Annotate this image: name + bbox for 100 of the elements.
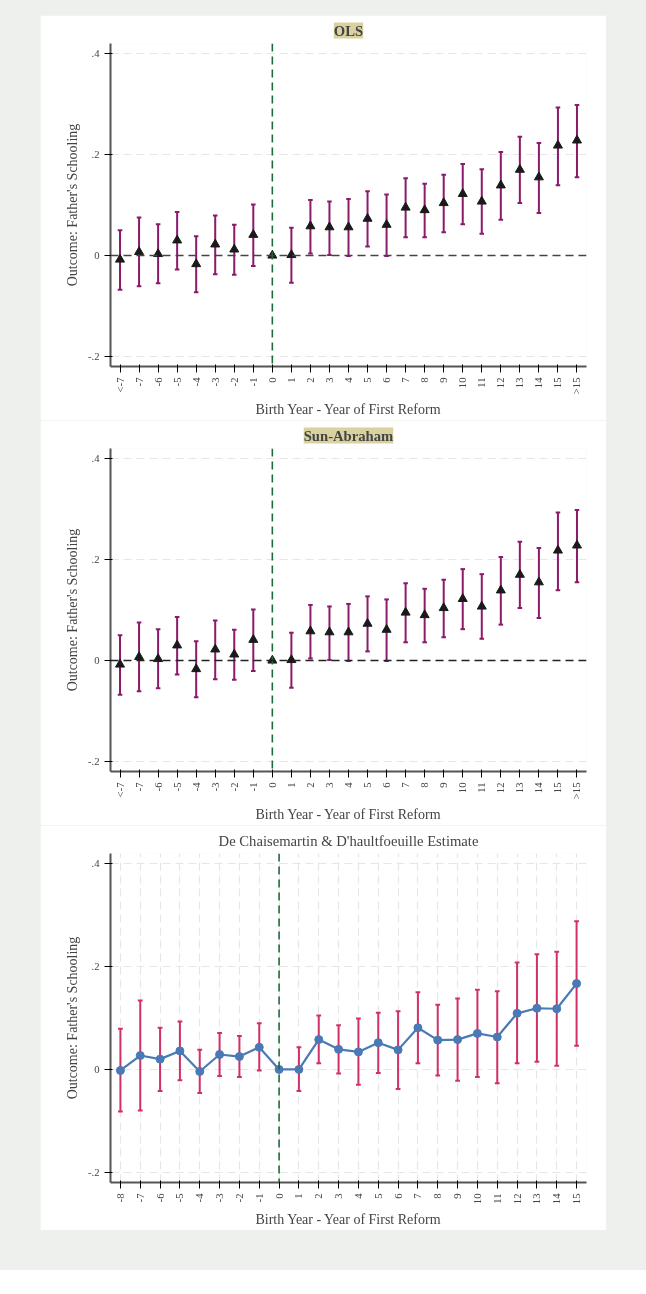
x-tick-label: -2	[228, 377, 240, 387]
point	[172, 639, 183, 649]
point	[229, 243, 240, 253]
point	[533, 171, 544, 181]
x-tick-label: 13	[514, 377, 526, 389]
x-tick-label: 6	[381, 376, 393, 383]
y-tick-label: .4	[91, 858, 101, 870]
x-tick-label: >15	[571, 782, 583, 800]
x-tick-label: -6	[152, 376, 164, 387]
x-tick-label: 9	[438, 377, 450, 383]
x-tick-label: 12	[511, 1193, 523, 1205]
x-tick-label: >15	[571, 377, 583, 395]
point	[362, 617, 373, 627]
point	[191, 663, 202, 673]
y-tick-label: .2	[91, 961, 100, 973]
x-tick-label: 10	[457, 377, 469, 389]
point	[353, 1047, 363, 1057]
x-tick-label: 8	[419, 782, 431, 788]
x-tick-label: -3	[209, 782, 221, 792]
point	[294, 1064, 304, 1074]
x-tick-label: 4	[343, 781, 354, 788]
point	[135, 1051, 145, 1061]
point	[175, 1046, 185, 1056]
y-tick-label: -.2	[87, 350, 100, 362]
point	[229, 648, 240, 658]
point	[381, 623, 392, 633]
x-tick-label: -6	[154, 1192, 166, 1203]
x-tick-label: <-7	[114, 781, 126, 798]
x-tick-label: 11	[476, 782, 488, 793]
point	[472, 1028, 482, 1038]
x-tick-label: -3	[209, 377, 221, 387]
y-axis-title: Outcome: Father's Schooling	[64, 528, 80, 692]
y-tick-label: 0	[94, 249, 100, 261]
x-tick-label: 4	[343, 376, 354, 383]
x-tick-label: 9	[438, 782, 450, 788]
y-tick-label: .4	[91, 48, 101, 60]
point	[419, 609, 430, 619]
x-tick-label: -7	[134, 1192, 146, 1203]
x-tick-label: 6	[381, 781, 393, 788]
chart-title: OLS	[333, 22, 364, 39]
x-tick-label: 2	[304, 377, 316, 383]
x-tick-label: -7	[133, 376, 145, 387]
x-tick-label: 1	[285, 782, 297, 788]
x-tick-label: -7	[133, 781, 145, 792]
point	[512, 1008, 522, 1018]
point	[324, 626, 335, 636]
x-tick-label: 0	[273, 1193, 285, 1199]
x-tick-label: -2	[228, 782, 240, 792]
x-tick-label: 1	[293, 1193, 305, 1199]
x-tick-label: -5	[171, 377, 183, 387]
y-tick-label: .2	[91, 149, 100, 161]
point	[433, 1035, 443, 1045]
point	[381, 218, 392, 228]
point	[210, 238, 221, 248]
point	[210, 643, 221, 653]
point	[413, 1023, 423, 1033]
point	[155, 1054, 165, 1064]
point	[393, 1045, 403, 1055]
x-tick-label: 5	[372, 1193, 384, 1199]
x-tick-label: 12	[495, 782, 507, 794]
x-tick-label: -8	[114, 1193, 126, 1203]
point	[254, 1042, 264, 1052]
x-tick-label: 8	[432, 1193, 444, 1199]
point	[532, 1003, 542, 1013]
chart-title: Sun-Abraham	[303, 427, 394, 444]
point	[457, 593, 468, 602]
x-tick-label: 14	[551, 1192, 563, 1205]
x-tick-label: -5	[174, 1193, 186, 1203]
x-tick-label: 14	[533, 376, 545, 389]
point	[571, 539, 582, 549]
x-tick-label: 10	[457, 782, 469, 794]
point	[195, 1066, 205, 1076]
point	[362, 212, 373, 222]
point	[400, 606, 411, 616]
x-tick-label: -3	[214, 1193, 226, 1203]
point	[457, 188, 468, 197]
x-tick-label: 3	[323, 377, 335, 383]
x-tick-label: 14	[533, 781, 545, 794]
y-axis-title: Outcome: Father's Schooling	[64, 123, 80, 287]
x-tick-label: -5	[171, 782, 183, 792]
x-tick-label: 0	[266, 782, 278, 788]
x-tick-label: -1	[253, 1193, 265, 1203]
y-axis-title: Outcome: Father's Schooling	[64, 936, 80, 1100]
point	[476, 600, 487, 610]
x-tick-label: <-7	[114, 376, 126, 393]
point	[572, 979, 582, 989]
point	[334, 1044, 344, 1054]
point	[115, 1065, 125, 1075]
point	[438, 197, 449, 207]
point	[191, 258, 202, 268]
point	[400, 201, 411, 211]
point	[314, 1035, 324, 1045]
point	[343, 221, 354, 231]
x-tick-label: 5	[362, 782, 374, 788]
y-tick-label: 0	[94, 1063, 100, 1075]
point	[234, 1052, 244, 1062]
point	[343, 626, 354, 636]
point	[305, 625, 316, 635]
point	[215, 1050, 225, 1059]
point	[438, 602, 449, 612]
